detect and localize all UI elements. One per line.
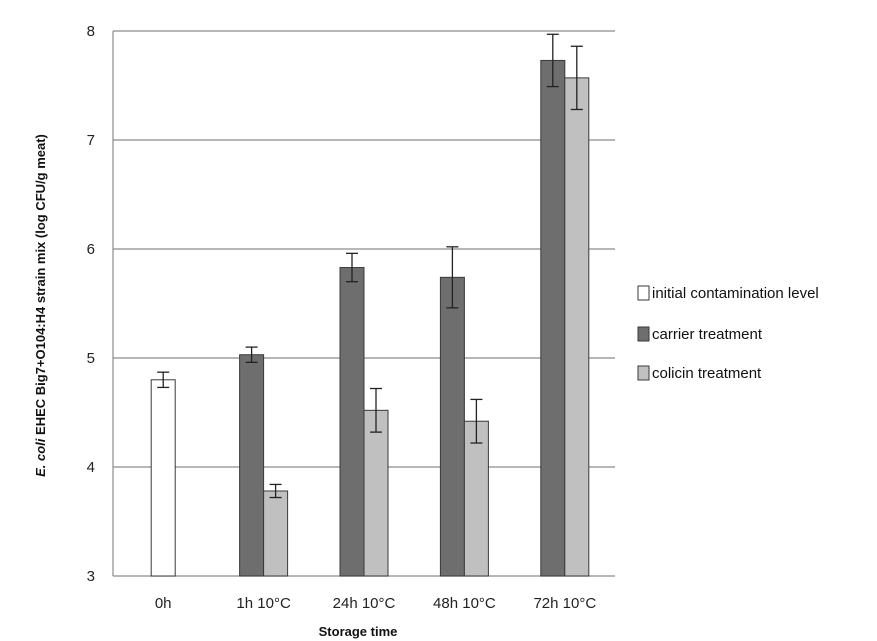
y-tick-label: 7 — [87, 132, 95, 149]
bar — [263, 490, 289, 577]
legend-label: carrier treatment — [652, 326, 763, 343]
y-tick-label: 3 — [87, 568, 95, 585]
bar — [363, 409, 389, 577]
y-tick-label: 4 — [87, 459, 95, 476]
bar — [564, 77, 590, 577]
x-tick-label: 24h 10°C — [333, 595, 396, 612]
x-axis-title: Storage time — [319, 624, 398, 639]
x-axis-ticks: 0h 1h 10°C 24h 10°C 48h 10°C 72h 10°C — [155, 595, 596, 612]
x-tick-label: 0h — [155, 595, 172, 612]
x-tick-label: 1h 10°C — [236, 595, 291, 612]
legend-swatch — [637, 326, 650, 342]
y-tick-label: 5 — [87, 350, 95, 367]
error-bars — [157, 33, 583, 499]
bar — [150, 379, 176, 577]
y-axis-title-rest: EHEC Big7+O104:H4 strain mix (log CFU/g … — [33, 134, 48, 438]
bar — [339, 267, 365, 577]
bar — [439, 276, 465, 577]
legend-label: initial contamination level — [652, 285, 819, 302]
x-tick-label: 48h 10°C — [433, 595, 496, 612]
y-tick-label: 8 — [87, 23, 95, 40]
bar — [463, 420, 489, 577]
y-axis-ticks: 3 4 5 6 7 8 — [87, 23, 95, 585]
y-axis-title-species: E. coli — [33, 438, 48, 477]
legend-swatch — [637, 365, 650, 381]
legend: initial contamination level carrier treat… — [637, 285, 819, 382]
y-axis-title: E. coli EHEC Big7+O104:H4 strain mix (lo… — [33, 134, 48, 477]
legend-label: colicin treatment — [652, 365, 762, 382]
bar — [540, 59, 566, 577]
bars — [150, 59, 590, 577]
bar — [239, 354, 265, 577]
y-tick-label: 6 — [87, 241, 95, 258]
legend-swatch — [637, 285, 650, 301]
x-tick-label: 72h 10°C — [533, 595, 596, 612]
